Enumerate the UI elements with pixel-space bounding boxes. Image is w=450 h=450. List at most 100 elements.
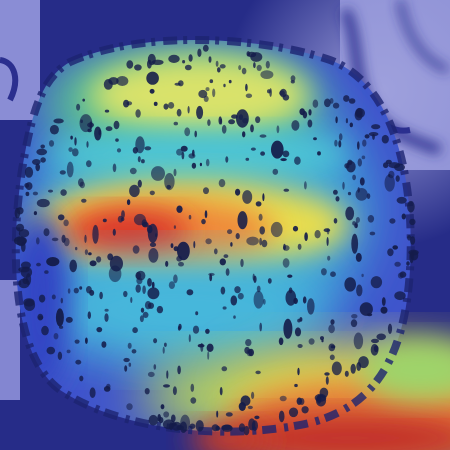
speckle — [246, 236, 259, 246]
speckle — [294, 327, 302, 337]
speckle — [86, 141, 89, 148]
speckle — [104, 308, 109, 312]
speckle — [215, 60, 219, 67]
speckle — [214, 248, 218, 255]
speckle — [362, 139, 367, 147]
rim-speckle — [343, 95, 350, 102]
rim-speckle — [371, 338, 379, 344]
speckle — [369, 231, 376, 236]
speckle — [176, 108, 182, 117]
speckle — [173, 168, 177, 177]
speckle — [209, 79, 214, 84]
speckle — [225, 412, 233, 417]
speckle — [344, 277, 357, 292]
speckle — [321, 339, 324, 343]
speckle — [146, 71, 159, 85]
speckle — [245, 339, 252, 347]
speckle — [36, 237, 40, 245]
rim-speckle — [355, 108, 365, 118]
speckle — [280, 158, 287, 162]
speckle — [329, 354, 335, 361]
speckle — [129, 167, 137, 175]
speckle — [235, 233, 240, 240]
speckle — [36, 198, 50, 208]
rim-speckle — [371, 124, 381, 130]
speckle — [230, 242, 233, 247]
speckle — [351, 314, 358, 319]
speckle — [207, 351, 210, 360]
speckle — [314, 230, 321, 239]
speckle — [84, 249, 88, 255]
speckle — [219, 258, 226, 266]
speckle — [126, 199, 131, 206]
rim-speckle — [16, 207, 24, 215]
speckle — [102, 218, 107, 223]
speckle — [156, 305, 164, 314]
speckle — [256, 64, 262, 71]
speckle — [238, 65, 242, 71]
speckle — [388, 170, 395, 179]
speckle — [81, 198, 87, 203]
speckle — [255, 116, 261, 124]
speckle — [334, 139, 338, 147]
speckle — [89, 260, 97, 267]
rim-speckle — [197, 48, 202, 57]
speckle — [256, 285, 261, 293]
speckle — [135, 271, 142, 280]
speckle — [292, 225, 299, 232]
speckle — [181, 151, 185, 160]
speckle — [283, 318, 293, 339]
speckle — [205, 328, 210, 334]
speckle — [107, 253, 114, 261]
speckle — [278, 337, 284, 346]
speckle — [46, 257, 60, 267]
speckle — [158, 417, 164, 424]
speckle — [271, 140, 284, 159]
speckle — [384, 174, 395, 192]
speckle — [234, 286, 241, 294]
speckle — [227, 229, 233, 235]
speckle — [320, 336, 324, 341]
speckle — [350, 319, 358, 328]
speckle — [294, 383, 298, 388]
speckle — [383, 162, 389, 169]
speckle — [126, 101, 133, 106]
speckle — [76, 103, 81, 111]
rim-speckle — [57, 351, 63, 360]
speckle — [302, 111, 308, 119]
speckle — [297, 367, 300, 376]
speckle — [168, 281, 175, 289]
rim-speckle — [348, 98, 356, 104]
speckle — [85, 337, 88, 344]
speckle — [313, 137, 317, 141]
speckle — [333, 218, 338, 224]
speckle — [87, 311, 92, 320]
speckle — [218, 179, 226, 188]
speckle — [142, 285, 146, 295]
speckle — [324, 372, 330, 376]
rim-speckle — [409, 218, 416, 226]
rim-speckle — [350, 363, 356, 374]
speckle — [361, 273, 364, 278]
speckle — [204, 210, 208, 219]
speckle — [89, 289, 95, 296]
speckle — [262, 193, 265, 202]
speckle — [330, 271, 336, 278]
speckle — [66, 161, 74, 178]
speckle — [307, 119, 313, 128]
speckle — [132, 245, 140, 254]
rim-speckle — [407, 200, 415, 213]
rim-speckle — [370, 344, 379, 356]
speckle — [380, 306, 388, 314]
speckle — [72, 148, 79, 157]
speckle — [149, 88, 155, 94]
rim-speckle — [368, 132, 379, 137]
speckle — [218, 116, 222, 125]
speckle — [113, 120, 120, 130]
speckle — [127, 342, 132, 349]
speckle — [259, 322, 263, 332]
speckle — [182, 60, 186, 64]
speckle — [207, 119, 211, 126]
speckle — [312, 99, 319, 108]
speckle — [146, 225, 153, 234]
